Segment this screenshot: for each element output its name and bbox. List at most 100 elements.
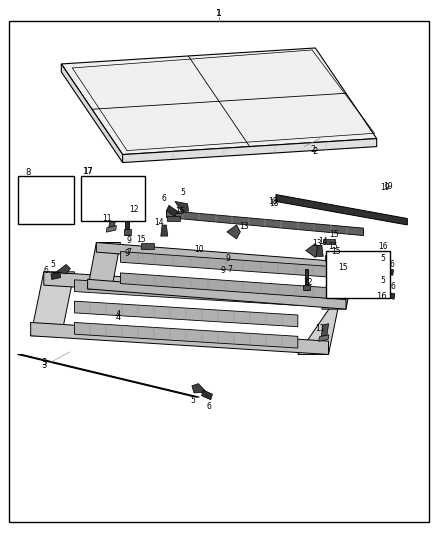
Polygon shape	[385, 292, 395, 299]
Polygon shape	[321, 324, 328, 336]
Text: 5: 5	[50, 261, 55, 269]
Polygon shape	[316, 245, 323, 256]
Bar	[326, 251, 390, 298]
Text: 12: 12	[304, 278, 313, 287]
Text: 13: 13	[312, 239, 322, 248]
Text: 3: 3	[41, 361, 46, 369]
Polygon shape	[376, 286, 390, 295]
Text: 1: 1	[216, 10, 222, 18]
Text: 9: 9	[124, 249, 130, 258]
Polygon shape	[332, 272, 344, 277]
Polygon shape	[31, 322, 328, 354]
Polygon shape	[322, 263, 355, 309]
Polygon shape	[384, 268, 394, 275]
Text: 15: 15	[175, 207, 184, 215]
Polygon shape	[109, 214, 116, 227]
Polygon shape	[124, 229, 131, 235]
Polygon shape	[120, 252, 331, 277]
Text: 6: 6	[162, 195, 167, 203]
Polygon shape	[120, 273, 331, 298]
Text: 5: 5	[190, 397, 195, 405]
Polygon shape	[355, 272, 369, 282]
Polygon shape	[74, 301, 298, 327]
Text: 6: 6	[391, 282, 396, 291]
Text: 2: 2	[311, 145, 316, 154]
Text: 5: 5	[381, 277, 386, 285]
Text: 16: 16	[376, 293, 386, 301]
Polygon shape	[161, 225, 168, 236]
Text: 9: 9	[127, 237, 132, 245]
Text: 4: 4	[116, 310, 121, 319]
Polygon shape	[97, 189, 118, 204]
Polygon shape	[30, 191, 49, 204]
Text: 4: 4	[116, 313, 121, 321]
Text: 16: 16	[378, 242, 388, 251]
Text: 5: 5	[381, 254, 386, 263]
Polygon shape	[306, 244, 319, 257]
Text: 11: 11	[315, 324, 325, 333]
Polygon shape	[325, 255, 338, 261]
Text: 5: 5	[180, 189, 186, 197]
Text: 19: 19	[383, 182, 392, 191]
Text: 11: 11	[102, 214, 112, 223]
Text: 7: 7	[227, 265, 233, 273]
Text: 6: 6	[43, 266, 49, 274]
Polygon shape	[192, 384, 207, 393]
Polygon shape	[341, 266, 360, 280]
Text: 1: 1	[216, 9, 222, 18]
Polygon shape	[88, 243, 120, 289]
Text: 18: 18	[269, 199, 279, 208]
Polygon shape	[88, 279, 346, 309]
Polygon shape	[276, 195, 407, 225]
Polygon shape	[166, 211, 364, 236]
Polygon shape	[44, 272, 342, 304]
Polygon shape	[106, 225, 117, 232]
Text: 15: 15	[332, 247, 341, 256]
Text: 12: 12	[129, 205, 138, 214]
Polygon shape	[141, 244, 154, 249]
Polygon shape	[175, 201, 189, 212]
Polygon shape	[18, 354, 199, 397]
Text: 8: 8	[26, 168, 31, 176]
Polygon shape	[166, 205, 177, 216]
Polygon shape	[227, 225, 240, 239]
Text: 13: 13	[240, 222, 249, 231]
Polygon shape	[298, 290, 342, 354]
Text: 3: 3	[41, 358, 46, 367]
Polygon shape	[123, 139, 377, 163]
Text: 15: 15	[328, 242, 338, 251]
Text: 18: 18	[268, 197, 278, 206]
Polygon shape	[319, 335, 329, 342]
Text: 9: 9	[225, 254, 230, 263]
Polygon shape	[376, 262, 390, 271]
Polygon shape	[74, 322, 298, 348]
Text: 15: 15	[338, 263, 347, 272]
Polygon shape	[31, 272, 74, 336]
Bar	[18, 176, 74, 224]
Text: 15: 15	[137, 236, 146, 244]
Polygon shape	[57, 264, 71, 274]
Polygon shape	[61, 48, 377, 155]
Polygon shape	[96, 243, 355, 272]
Polygon shape	[303, 285, 310, 290]
Text: 19: 19	[381, 183, 390, 192]
Text: 9: 9	[221, 266, 226, 275]
Polygon shape	[201, 390, 212, 400]
Text: 14: 14	[318, 238, 328, 246]
Text: 14: 14	[154, 218, 164, 227]
Polygon shape	[305, 269, 308, 290]
Polygon shape	[125, 216, 129, 235]
Text: 15: 15	[329, 230, 339, 239]
Polygon shape	[167, 216, 180, 221]
Bar	[81, 176, 145, 221]
Text: 6: 6	[389, 260, 395, 269]
Text: 17: 17	[83, 167, 92, 176]
Text: 6: 6	[206, 402, 212, 411]
Polygon shape	[74, 280, 298, 305]
Text: 17: 17	[82, 167, 93, 176]
Polygon shape	[61, 64, 123, 163]
Text: 10: 10	[194, 245, 204, 254]
Text: 2: 2	[313, 148, 318, 156]
Polygon shape	[51, 272, 61, 279]
Text: 7: 7	[127, 248, 132, 256]
